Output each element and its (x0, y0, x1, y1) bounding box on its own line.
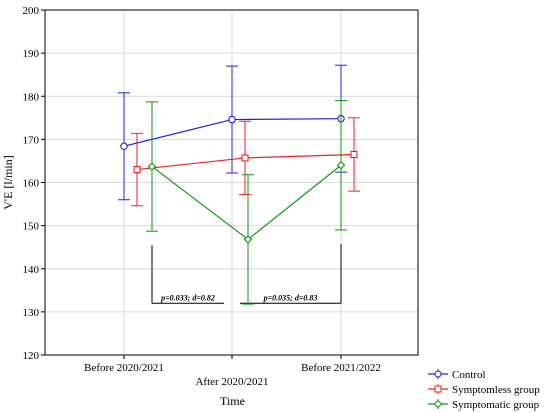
y-tick-label: 160 (23, 178, 40, 190)
legend-item: Symptomatic group (428, 399, 540, 411)
y-tick-label: 140 (23, 264, 40, 276)
y-tick-label: 170 (23, 134, 40, 146)
data-point (241, 154, 249, 162)
grid (45, 9, 418, 356)
significance-bracket: p=0.035; d=0.83 (240, 243, 342, 304)
data-point (147, 162, 157, 171)
y-tick-label: 200 (23, 5, 40, 17)
legend-marker (433, 399, 443, 409)
y-tick-label: 150 (23, 221, 40, 233)
data-point (120, 142, 128, 151)
y-tick-label: 120 (23, 350, 40, 362)
series-symptomless-group (131, 117, 360, 207)
data-point (133, 166, 141, 174)
x-tick-label: Before 2021/2022 (301, 362, 381, 374)
legend-label: Control (452, 369, 486, 381)
legend-label: Symptomless group (452, 384, 540, 396)
y-axis: 120 130 140 150 160 170 180 190 200 (23, 5, 45, 362)
annotations: p=0.033; d=0.82 p=0.035; d=0.83 (151, 243, 342, 304)
legend: Control Symptomless group Symptomatic grou… (428, 369, 540, 411)
x-axis: Before 2020/2021 After 2020/2021 Before 20… (84, 355, 381, 388)
data-point (243, 235, 253, 244)
x-axis-title: Time (220, 394, 245, 408)
data-point (336, 160, 346, 170)
legend-label: Symptomatic group (452, 399, 540, 411)
legend-item: Symptomless group (428, 384, 540, 396)
x-tick-label: After 2020/2021 (195, 376, 268, 388)
series (118, 64, 360, 305)
data-point (228, 115, 236, 124)
y-tick-label: 190 (23, 48, 40, 60)
legend-marker (434, 385, 442, 393)
legend-item: Control (428, 369, 486, 381)
series-symptomatic-group (146, 100, 347, 305)
significance-bracket: p=0.033; d=0.82 (151, 245, 224, 304)
x-tick-label: Before 2020/2021 (84, 362, 164, 374)
significance-label: p=0.033; d=0.82 (160, 293, 215, 302)
y-axis-title: V'E [l/min] (1, 155, 15, 210)
y-tick-label: 130 (23, 307, 40, 319)
significance-label: p=0.035; d=0.83 (263, 293, 318, 302)
series-line (151, 164, 342, 241)
data-point (350, 150, 358, 159)
y-tick-label: 180 (23, 91, 40, 103)
legend-marker (434, 370, 442, 378)
